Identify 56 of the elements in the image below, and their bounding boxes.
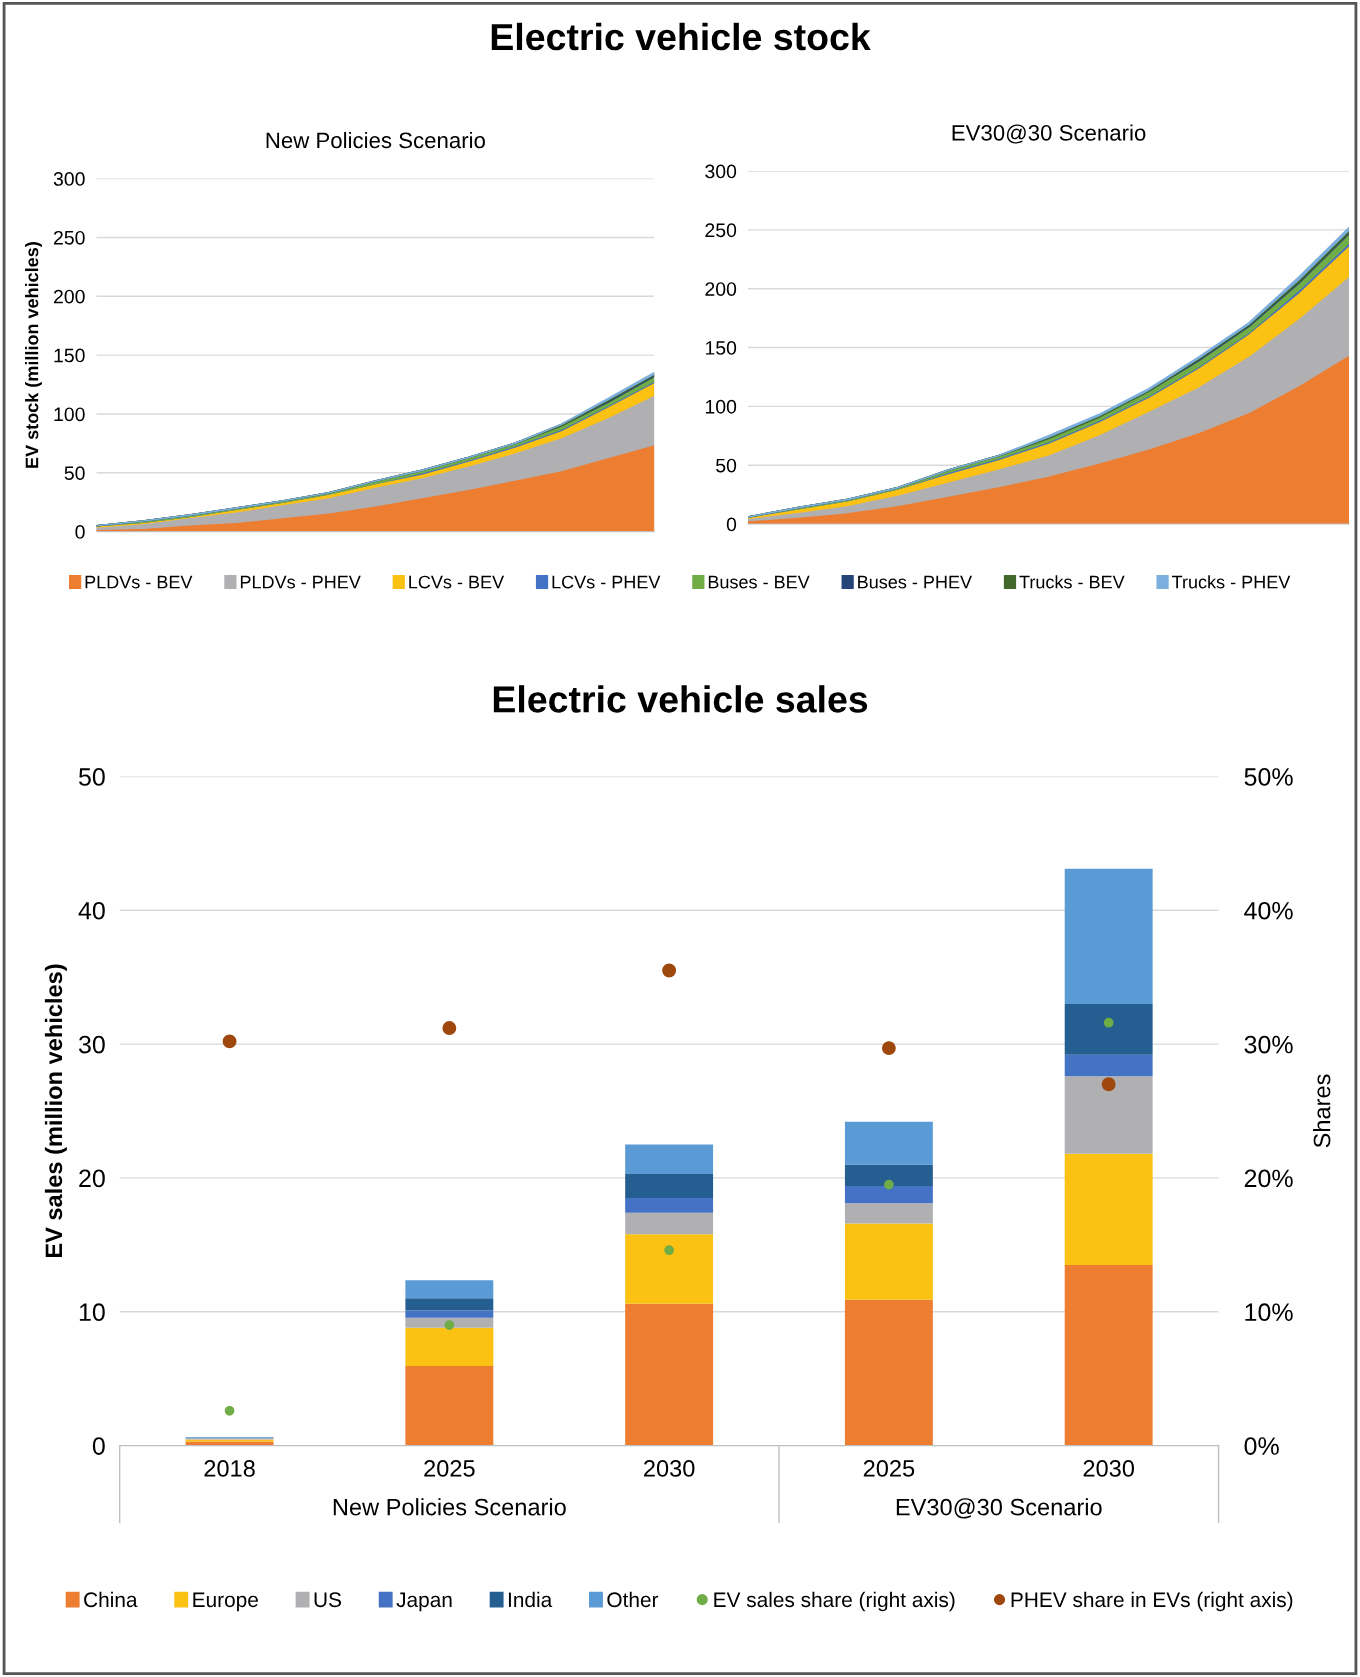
x-tick-label: 2025: [863, 1460, 915, 1477]
y-tick-label: 50: [78, 768, 105, 786]
legend-label: Buses - BEV: [708, 575, 810, 589]
legend-label: LCVs - BEV: [409, 575, 505, 589]
y2-axis-title: Shares: [1313, 1074, 1331, 1148]
y2-tick-label: 50%: [1244, 768, 1293, 786]
y-tick-label: 20: [79, 1169, 105, 1188]
y2-tick-label: 10%: [1245, 1303, 1293, 1322]
y-tick-label: 40: [78, 901, 105, 920]
legend-label: PLDVs - PHEV: [240, 575, 361, 589]
y-tick-label: 100: [705, 399, 737, 414]
y-tick-label: 200: [53, 289, 85, 304]
legend-label: India: [508, 1591, 553, 1608]
text: EV30@30 Scenario: [896, 1498, 1102, 1519]
legend-label: Trucks - BEV: [1019, 575, 1125, 589]
y-tick-label: 50: [64, 466, 85, 481]
chart-subtitle: New Policies Scenario: [266, 131, 485, 149]
legend-label: PHEV share in EVs (right axis): [1011, 1591, 1293, 1612]
y2-tick-label: 40%: [1244, 901, 1293, 920]
chart-subtitle: EV30@30 Scenario: [952, 124, 1146, 144]
y-tick-label: 250: [705, 223, 737, 238]
legend-label: Buses - PHEV: [858, 575, 972, 589]
y2-tick-label: 0%: [1244, 1437, 1279, 1455]
legend-label: Europe: [193, 1592, 258, 1612]
legend-label: China: [84, 1591, 138, 1608]
y-tick-label: 100: [54, 407, 85, 422]
legend-label: Japan: [396, 1592, 452, 1612]
legend-label: LCVs - PHEV: [552, 575, 661, 589]
legend-label: Other: [607, 1591, 659, 1608]
y-tick-label: 300: [705, 164, 737, 179]
y-tick-label: 150: [54, 348, 85, 363]
y-tick-label: 0: [726, 517, 737, 532]
chart-title: Electric vehicle stock: [491, 22, 871, 51]
y-tick-label: 200: [705, 282, 737, 296]
x-tick-label: 2030: [1083, 1460, 1135, 1477]
x-tick-label: 2030: [644, 1460, 695, 1477]
legend-label: US: [314, 1592, 341, 1608]
legend-label: Trucks - PHEV: [1172, 575, 1291, 589]
legend-label: PLDVs - BEV: [85, 575, 193, 589]
y2-tick-label: 30%: [1244, 1035, 1293, 1054]
y-tick-label: 50: [716, 458, 737, 473]
chart-title: Electric vehicle sales: [493, 685, 868, 713]
y-axis-title: EV stock (million vehicles): [25, 242, 42, 468]
x-tick-label: 2018: [204, 1460, 255, 1477]
y-tick-label: 0: [75, 525, 85, 539]
y-tick-label: 300: [53, 172, 85, 186]
y-axis-title: EV sales (million vehicles): [44, 964, 67, 1258]
y2-tick-label: 20%: [1244, 1169, 1293, 1188]
text: New Policies Scenario: [333, 1498, 566, 1516]
y-tick-label: 0: [92, 1437, 105, 1455]
legend-label: EV sales share (right axis): [714, 1591, 955, 1612]
y-tick-label: 150: [705, 341, 737, 355]
x-tick-label: 2025: [424, 1460, 475, 1477]
y-tick-label: 10: [79, 1303, 105, 1322]
y-tick-label: 30: [78, 1035, 105, 1054]
y-tick-label: 250: [53, 230, 85, 245]
